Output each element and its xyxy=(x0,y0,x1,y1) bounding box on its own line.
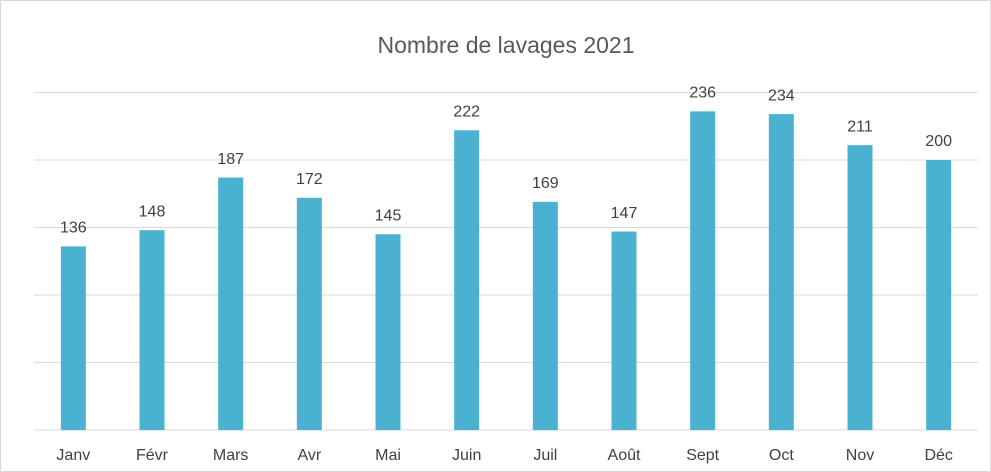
chart-title: Nombre de lavages 2021 xyxy=(378,32,635,58)
x-tick-label: Oct xyxy=(769,447,794,464)
bar xyxy=(139,230,165,430)
bar xyxy=(375,234,401,430)
x-tick-label: Sept xyxy=(686,447,719,464)
data-label: 169 xyxy=(532,175,559,192)
bar xyxy=(690,111,716,431)
bar xyxy=(296,197,322,430)
data-label: 148 xyxy=(139,203,166,220)
bar xyxy=(926,160,952,430)
data-label: 200 xyxy=(925,133,952,150)
x-tick-label: Déc xyxy=(924,447,952,464)
bar xyxy=(454,130,480,431)
x-tick-label: Nov xyxy=(846,447,874,464)
x-tick-label: Janv xyxy=(56,447,90,464)
data-label: 236 xyxy=(689,85,716,102)
data-label: 145 xyxy=(375,207,402,224)
bar xyxy=(218,177,244,430)
bar xyxy=(768,114,794,430)
x-tick-label: Mai xyxy=(375,447,401,464)
x-tick-label: Avr xyxy=(297,447,321,464)
data-label: 211 xyxy=(847,118,873,135)
data-label: 147 xyxy=(611,205,638,222)
bar xyxy=(847,145,873,430)
x-tick-label: Juin xyxy=(452,447,481,464)
bar xyxy=(611,231,637,430)
bar xyxy=(532,201,558,430)
data-label: 136 xyxy=(60,220,87,237)
data-label: 172 xyxy=(296,171,323,188)
data-label: 234 xyxy=(768,87,795,104)
x-tick-label: Août xyxy=(608,447,641,464)
x-tick-label: Juil xyxy=(533,447,557,464)
x-tick-label: Févr xyxy=(136,447,169,464)
data-label: 187 xyxy=(217,151,244,168)
x-tick-label: Mars xyxy=(213,447,249,464)
bar xyxy=(60,246,86,430)
data-label: 222 xyxy=(453,104,480,121)
